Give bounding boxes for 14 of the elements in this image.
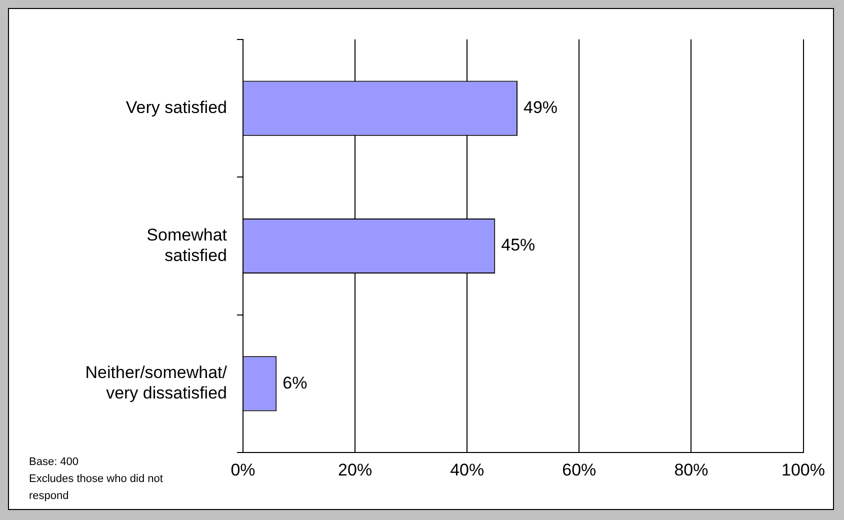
text: Excludes those who did not respond bbox=[29, 472, 164, 504]
text: Base: 400 bbox=[29, 455, 80, 470]
x-tick-label: 100% bbox=[782, 460, 825, 480]
y-tick-label: Neither/somewhat/ very dissatisfied bbox=[85, 363, 228, 403]
x-tick-label: 80% bbox=[674, 460, 708, 480]
y-tick-label: Very satisfied bbox=[126, 98, 227, 117]
data-label: 45% bbox=[501, 236, 536, 255]
x-tick-label: 60% bbox=[562, 460, 596, 480]
x-tick-label: 40% bbox=[450, 460, 484, 480]
x-tick-label: 20% bbox=[338, 460, 372, 480]
data-label: 6% bbox=[282, 373, 308, 392]
y-tick-label: Somewhat satisfied bbox=[146, 225, 228, 265]
data-label: 49% bbox=[524, 98, 558, 117]
x-tick-label: 0% bbox=[230, 460, 256, 480]
